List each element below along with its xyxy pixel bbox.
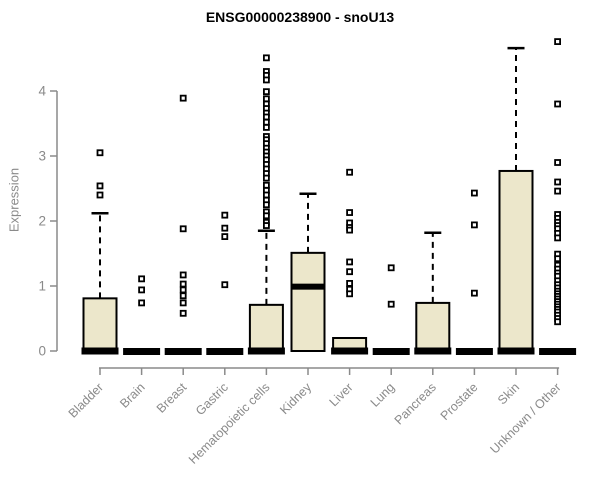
outlier-point (262, 95, 270, 103)
outlier-point (554, 178, 561, 186)
outlier-point (470, 221, 478, 229)
x-tick-label-brain: Brain (117, 380, 148, 411)
x-tick-label-breast: Breast (154, 380, 190, 416)
outlier-point (221, 224, 229, 232)
outlier-point (179, 286, 187, 294)
outlier-point (179, 94, 187, 102)
chart-title: ENSG00000238900 - snoU13 (205, 9, 395, 25)
outlier-point (221, 281, 229, 289)
y-axis: 0 1 2 3 4 (38, 84, 58, 359)
x-tick-label-gastric: Gastric (193, 380, 231, 418)
y-tick-label: 2 (38, 214, 46, 229)
outlier-point (346, 226, 354, 234)
outlier-point (262, 124, 270, 131)
box-lung (372, 264, 410, 355)
box-prostate (455, 189, 493, 355)
outlier-point (346, 258, 354, 266)
outlier-point (179, 292, 187, 300)
outlier-point (387, 300, 395, 308)
box-brain (123, 275, 161, 355)
outlier-point (262, 76, 270, 84)
outlier-point (554, 187, 561, 195)
outlier-point (96, 182, 104, 190)
x-tick-label-skin: Skin (495, 380, 522, 407)
box-hematopoietic-cells (247, 54, 285, 355)
outlier-point (554, 234, 561, 242)
outlier-point (554, 255, 561, 263)
box-skin (497, 46, 535, 355)
box-pancreas (414, 231, 452, 355)
box-unknown-other (539, 38, 577, 355)
outlier-point (346, 279, 354, 287)
x-tick-label-liver: Liver (327, 380, 356, 409)
outlier-point (179, 299, 187, 307)
box-breast (164, 94, 202, 355)
x-tick-label-lung: Lung (368, 380, 398, 410)
outlier-point (262, 113, 270, 121)
x-tick-label-prostate: Prostate (438, 380, 481, 423)
outlier-point (262, 174, 270, 182)
outlier-point (554, 100, 561, 108)
x-tick-label-kidney: Kidney (277, 380, 314, 417)
box-gastric (206, 211, 244, 355)
outlier-point (179, 309, 187, 317)
outlier-point (221, 211, 229, 219)
outlier-point (554, 318, 561, 326)
outlier-point (346, 290, 354, 298)
outlier-point (138, 286, 146, 294)
outlier-point (96, 149, 104, 157)
outlier-point (179, 225, 187, 233)
outlier-point (346, 209, 354, 216)
y-tick-label: 1 (38, 279, 46, 294)
outlier-point (221, 233, 229, 241)
outlier-point (138, 275, 146, 283)
x-tick-label-bladder: Bladder (66, 380, 106, 420)
box-bladder (81, 149, 119, 355)
outlier-point (262, 212, 270, 220)
outlier-point (179, 280, 187, 288)
outlier-point (262, 54, 270, 62)
outlier-point (470, 189, 478, 197)
box-kidney (290, 192, 326, 353)
outlier-point (470, 289, 478, 297)
outlier-point (262, 222, 270, 229)
outlier-point (554, 159, 561, 166)
outlier-point (96, 191, 104, 199)
box-liver (331, 168, 369, 355)
outlier-point (346, 168, 354, 176)
outlier-point (262, 88, 270, 96)
outlier-point (346, 268, 354, 276)
outlier-point (387, 264, 395, 272)
outlier-point (262, 118, 270, 126)
y-tick-label: 4 (38, 84, 46, 99)
y-tick-label: 0 (38, 344, 46, 359)
outlier-point (262, 181, 270, 189)
x-tick-label-unknown-other: Unknown / Other (487, 380, 563, 456)
x-tick-label-hematopoietic-cells: Hematopoietic cells (186, 380, 273, 467)
outlier-point (262, 201, 270, 209)
outlier-point (262, 191, 270, 199)
outlier-point (554, 38, 561, 45)
x-tick-label-pancreas: Pancreas (392, 380, 439, 427)
outlier-point (179, 271, 187, 279)
outlier-point (138, 299, 146, 307)
y-tick-label: 3 (38, 149, 46, 164)
